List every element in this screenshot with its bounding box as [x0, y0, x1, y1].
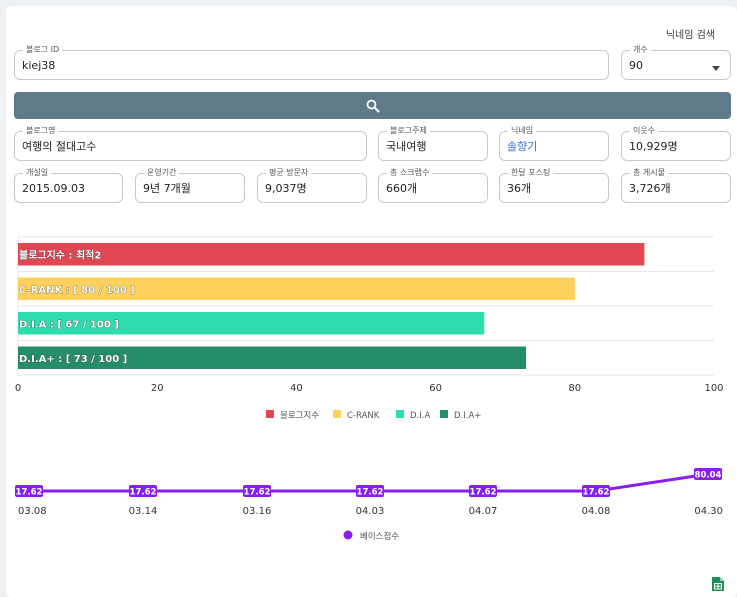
point-label: 17.62 — [583, 488, 610, 498]
point-label: 17.62 — [244, 488, 271, 498]
blog-topic-label: 블로그주제 — [387, 126, 430, 136]
legend-label: C-RANK — [347, 411, 380, 421]
avg-visitors-field: 평균 방문자 9,037명 — [257, 168, 367, 203]
bar-data-label: C-RANK : [ 80 / 100 ] — [19, 285, 135, 296]
bar-data-label: D.I.A+ : [ 73 / 100 ] — [19, 354, 127, 365]
main-card: 닉네임 검색 블로그 ID kiej38 개수 90 블로그명 여행의 절대고수… — [6, 6, 737, 597]
legend-label: D.I.A — [410, 411, 430, 421]
point-label-bg — [356, 485, 384, 497]
search-icon — [366, 99, 379, 112]
legend-swatch — [440, 410, 448, 418]
point-label: 17.62 — [470, 488, 497, 498]
bar-data-label: 블로그지수 : 최적2 — [19, 248, 101, 261]
x-tick-label: 100 — [704, 383, 723, 394]
x-tick-label: 04.03 — [356, 506, 385, 517]
search-button[interactable] — [14, 92, 731, 119]
legend-swatch — [343, 530, 353, 540]
blog-id-label: 블로그 ID — [23, 45, 63, 55]
bar-2 — [18, 312, 485, 335]
monthly-posts-label: 한달 포스팅 — [508, 168, 554, 178]
blog-topic-field: 블로그주제 국내여행 — [378, 126, 488, 161]
operating-period-label: 운영기간 — [144, 168, 180, 178]
line-chart: 17.62 17.62 17.62 17.62 17.62 17.62 80.04 03.08… — [15, 468, 723, 542]
point-label: 17.62 — [357, 488, 384, 498]
blog-name-field: 블로그명 여행의 절대고수 — [14, 126, 367, 161]
total-scraps-label: 총 스크랩수 — [387, 168, 433, 178]
blog-topic-value: 국내여행 — [386, 140, 427, 153]
legend-label: D.I.A+ — [454, 411, 481, 421]
avg-visitors-label: 평균 방문자 — [266, 168, 312, 178]
monthly-posts-field: 한달 포스팅 36개 — [499, 168, 609, 203]
legend-swatch — [266, 410, 274, 418]
x-tick-label: 03.16 — [243, 506, 272, 517]
count-select[interactable]: 개수 90 — [621, 45, 731, 80]
point-label-bg — [469, 485, 497, 497]
point-label: 17.62 — [16, 488, 43, 498]
count-label: 개수 — [630, 45, 651, 55]
total-posts-value: 3,726개 — [629, 182, 671, 195]
legend-label: 블로그지수 — [280, 410, 319, 421]
x-tick-label: 80 — [568, 383, 581, 394]
x-tick-label: 03.08 — [18, 506, 47, 517]
x-tick-label: 04.07 — [469, 506, 498, 517]
point-label: 17.62 — [130, 488, 157, 498]
nickname-search-link[interactable]: 닉네임 검색 — [665, 30, 715, 41]
bar-chart: 블로그지수 : 최적2 C-RANK : [ 80 / 100 ] D.I.A : … — [15, 236, 724, 421]
chevron-down-icon — [712, 66, 720, 71]
count-value: 90 — [629, 58, 643, 72]
bar-3 — [18, 346, 527, 369]
point-label-bg — [694, 468, 722, 480]
operating-period-value: 9년 7개월 — [143, 182, 191, 195]
x-tick-label: 04.08 — [582, 506, 611, 517]
neighbors-value: 10,929명 — [629, 140, 678, 153]
x-tick-label: 60 — [429, 383, 442, 394]
nickname-link[interactable]: 솔향기 — [507, 140, 538, 153]
bar-0 — [18, 243, 645, 266]
total-scraps-field: 총 스크랩수 660개 — [378, 168, 488, 203]
open-date-label: 개설일 — [23, 168, 52, 178]
legend-swatch — [396, 410, 404, 418]
x-tick-label: 0 — [15, 383, 21, 394]
bar-1 — [18, 277, 575, 300]
x-tick-label: 40 — [290, 383, 303, 394]
bar-data-label: D.I.A : [ 67 / 100 ] — [19, 319, 119, 330]
nickname-label: 닉네임 — [508, 126, 537, 136]
legend-label: 베이스점수 — [360, 531, 399, 542]
spreadsheet-icon[interactable] — [711, 576, 725, 592]
nickname-field: 닉네임 솔향기 — [499, 126, 609, 161]
blog-id-input[interactable]: kiej38 — [22, 58, 56, 72]
blog-name-value: 여행의 절대고수 — [22, 140, 97, 153]
point-label-bg — [15, 485, 43, 497]
neighbors-field: 이웃수 10,929명 — [621, 126, 731, 161]
blog-name-label: 블로그명 — [23, 126, 59, 136]
x-tick-label: 04.30 — [694, 506, 723, 517]
x-tick-label: 03.14 — [129, 506, 158, 517]
point-label-bg — [582, 485, 610, 497]
point-label-bg — [243, 485, 271, 497]
operating-period-field: 운영기간 9년 7개월 — [135, 168, 245, 203]
point-label: 80.04 — [695, 471, 722, 481]
neighbors-label: 이웃수 — [630, 126, 659, 136]
x-tick-label: 20 — [151, 383, 164, 394]
open-date-value: 2015.09.03 — [22, 181, 85, 195]
avg-visitors-value: 9,037명 — [265, 182, 307, 195]
total-posts-label: 총 게시물 — [630, 168, 668, 178]
legend-swatch — [333, 410, 341, 418]
monthly-posts-value: 36개 — [507, 182, 532, 195]
total-scraps-value: 660개 — [386, 182, 418, 195]
total-posts-field: 총 게시물 3,726개 — [621, 168, 731, 203]
blog-id-field[interactable]: 블로그 ID kiej38 — [14, 45, 609, 80]
point-label-bg — [129, 485, 157, 497]
open-date-field: 개설일 2015.09.03 — [14, 168, 123, 203]
